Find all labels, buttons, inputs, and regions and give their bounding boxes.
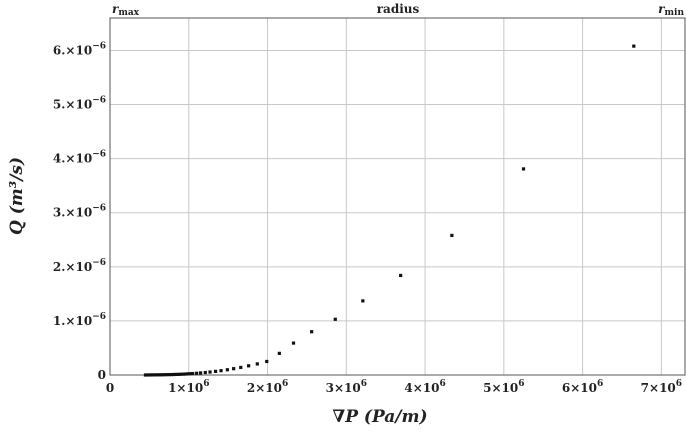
top-right-label-r: r	[658, 2, 666, 16]
x-tick-label: 3×106	[326, 379, 367, 395]
data-point	[181, 372, 185, 376]
data-points	[143, 44, 636, 377]
data-point	[247, 364, 251, 368]
top-left-label-sub: max	[118, 8, 139, 18]
data-point	[310, 330, 314, 334]
data-point	[521, 167, 526, 171]
data-point	[208, 370, 212, 374]
data-point	[153, 373, 157, 377]
data-point	[158, 373, 162, 377]
y-axis-title: Q (m³/s)	[7, 157, 27, 235]
data-point	[291, 341, 296, 345]
x-tick-label: 4×106	[404, 379, 445, 395]
data-point	[277, 351, 281, 355]
data-point	[186, 372, 190, 376]
x-tick-label: 0	[106, 381, 114, 395]
data-point	[150, 373, 155, 377]
grid-vertical	[188, 18, 662, 375]
data-point	[191, 371, 195, 376]
data-point	[225, 368, 229, 372]
top-right-label: rmin	[658, 2, 684, 18]
data-point	[632, 44, 636, 48]
x-tick-labels: 0 1×106 2×106 3×106 4×106 5×106 6×106 7×106	[106, 379, 682, 395]
top-left-label-r: r	[112, 2, 120, 16]
data-point	[179, 372, 183, 376]
x-tick-label: 7×106	[641, 379, 682, 395]
data-point	[213, 369, 218, 373]
data-point	[160, 373, 164, 377]
data-point	[333, 317, 337, 321]
x-axis-title: ∇P (Pa/m)	[332, 407, 427, 427]
x-tick-label: 1×106	[168, 379, 209, 395]
x-tick-label: 6×106	[562, 379, 603, 395]
data-point	[450, 233, 454, 238]
data-point	[399, 273, 403, 278]
data-point	[165, 373, 169, 377]
data-point	[176, 372, 181, 376]
y-tick-label: 6.×10−6	[53, 41, 106, 57]
data-point	[146, 373, 150, 377]
y-tick-label: 1.×10−6	[53, 312, 106, 328]
top-left-label: rmax	[112, 2, 140, 18]
top-center-label: radius	[377, 2, 420, 16]
data-point	[265, 359, 269, 364]
data-point	[255, 362, 259, 366]
data-point	[361, 299, 365, 303]
data-point	[167, 373, 171, 377]
data-point	[172, 372, 176, 377]
data-point	[162, 373, 166, 377]
data-point	[198, 371, 203, 375]
grid-horizontal	[110, 49, 685, 322]
top-right-label-sub: min	[665, 8, 685, 18]
x-tick-label: 2×106	[247, 379, 288, 395]
data-point	[148, 373, 152, 377]
data-point	[169, 372, 174, 377]
y-tick-labels: 0 1.×10−6 2.×10−6 3.×10−6 4.×10−6 5.×10−6 6.×1…	[53, 41, 106, 382]
plot-background	[110, 18, 685, 375]
data-point	[174, 372, 178, 377]
data-point	[195, 371, 199, 375]
y-tick-label: 5.×10−6	[53, 96, 106, 112]
data-point	[143, 373, 148, 377]
y-tick-label: 4.×10−6	[53, 150, 106, 166]
plot-frame	[109, 17, 686, 376]
data-point	[219, 369, 223, 373]
y-tick-label: 0	[98, 368, 106, 382]
data-point	[232, 367, 236, 371]
data-point	[155, 373, 159, 377]
data-point	[239, 365, 243, 370]
data-point	[203, 370, 207, 375]
y-tick-label: 2.×10−6	[53, 258, 106, 274]
x-tick-label: 5×106	[483, 379, 524, 395]
data-point	[184, 372, 188, 376]
data-point	[188, 372, 192, 376]
y-tick-label: 3.×10−6	[53, 204, 106, 220]
